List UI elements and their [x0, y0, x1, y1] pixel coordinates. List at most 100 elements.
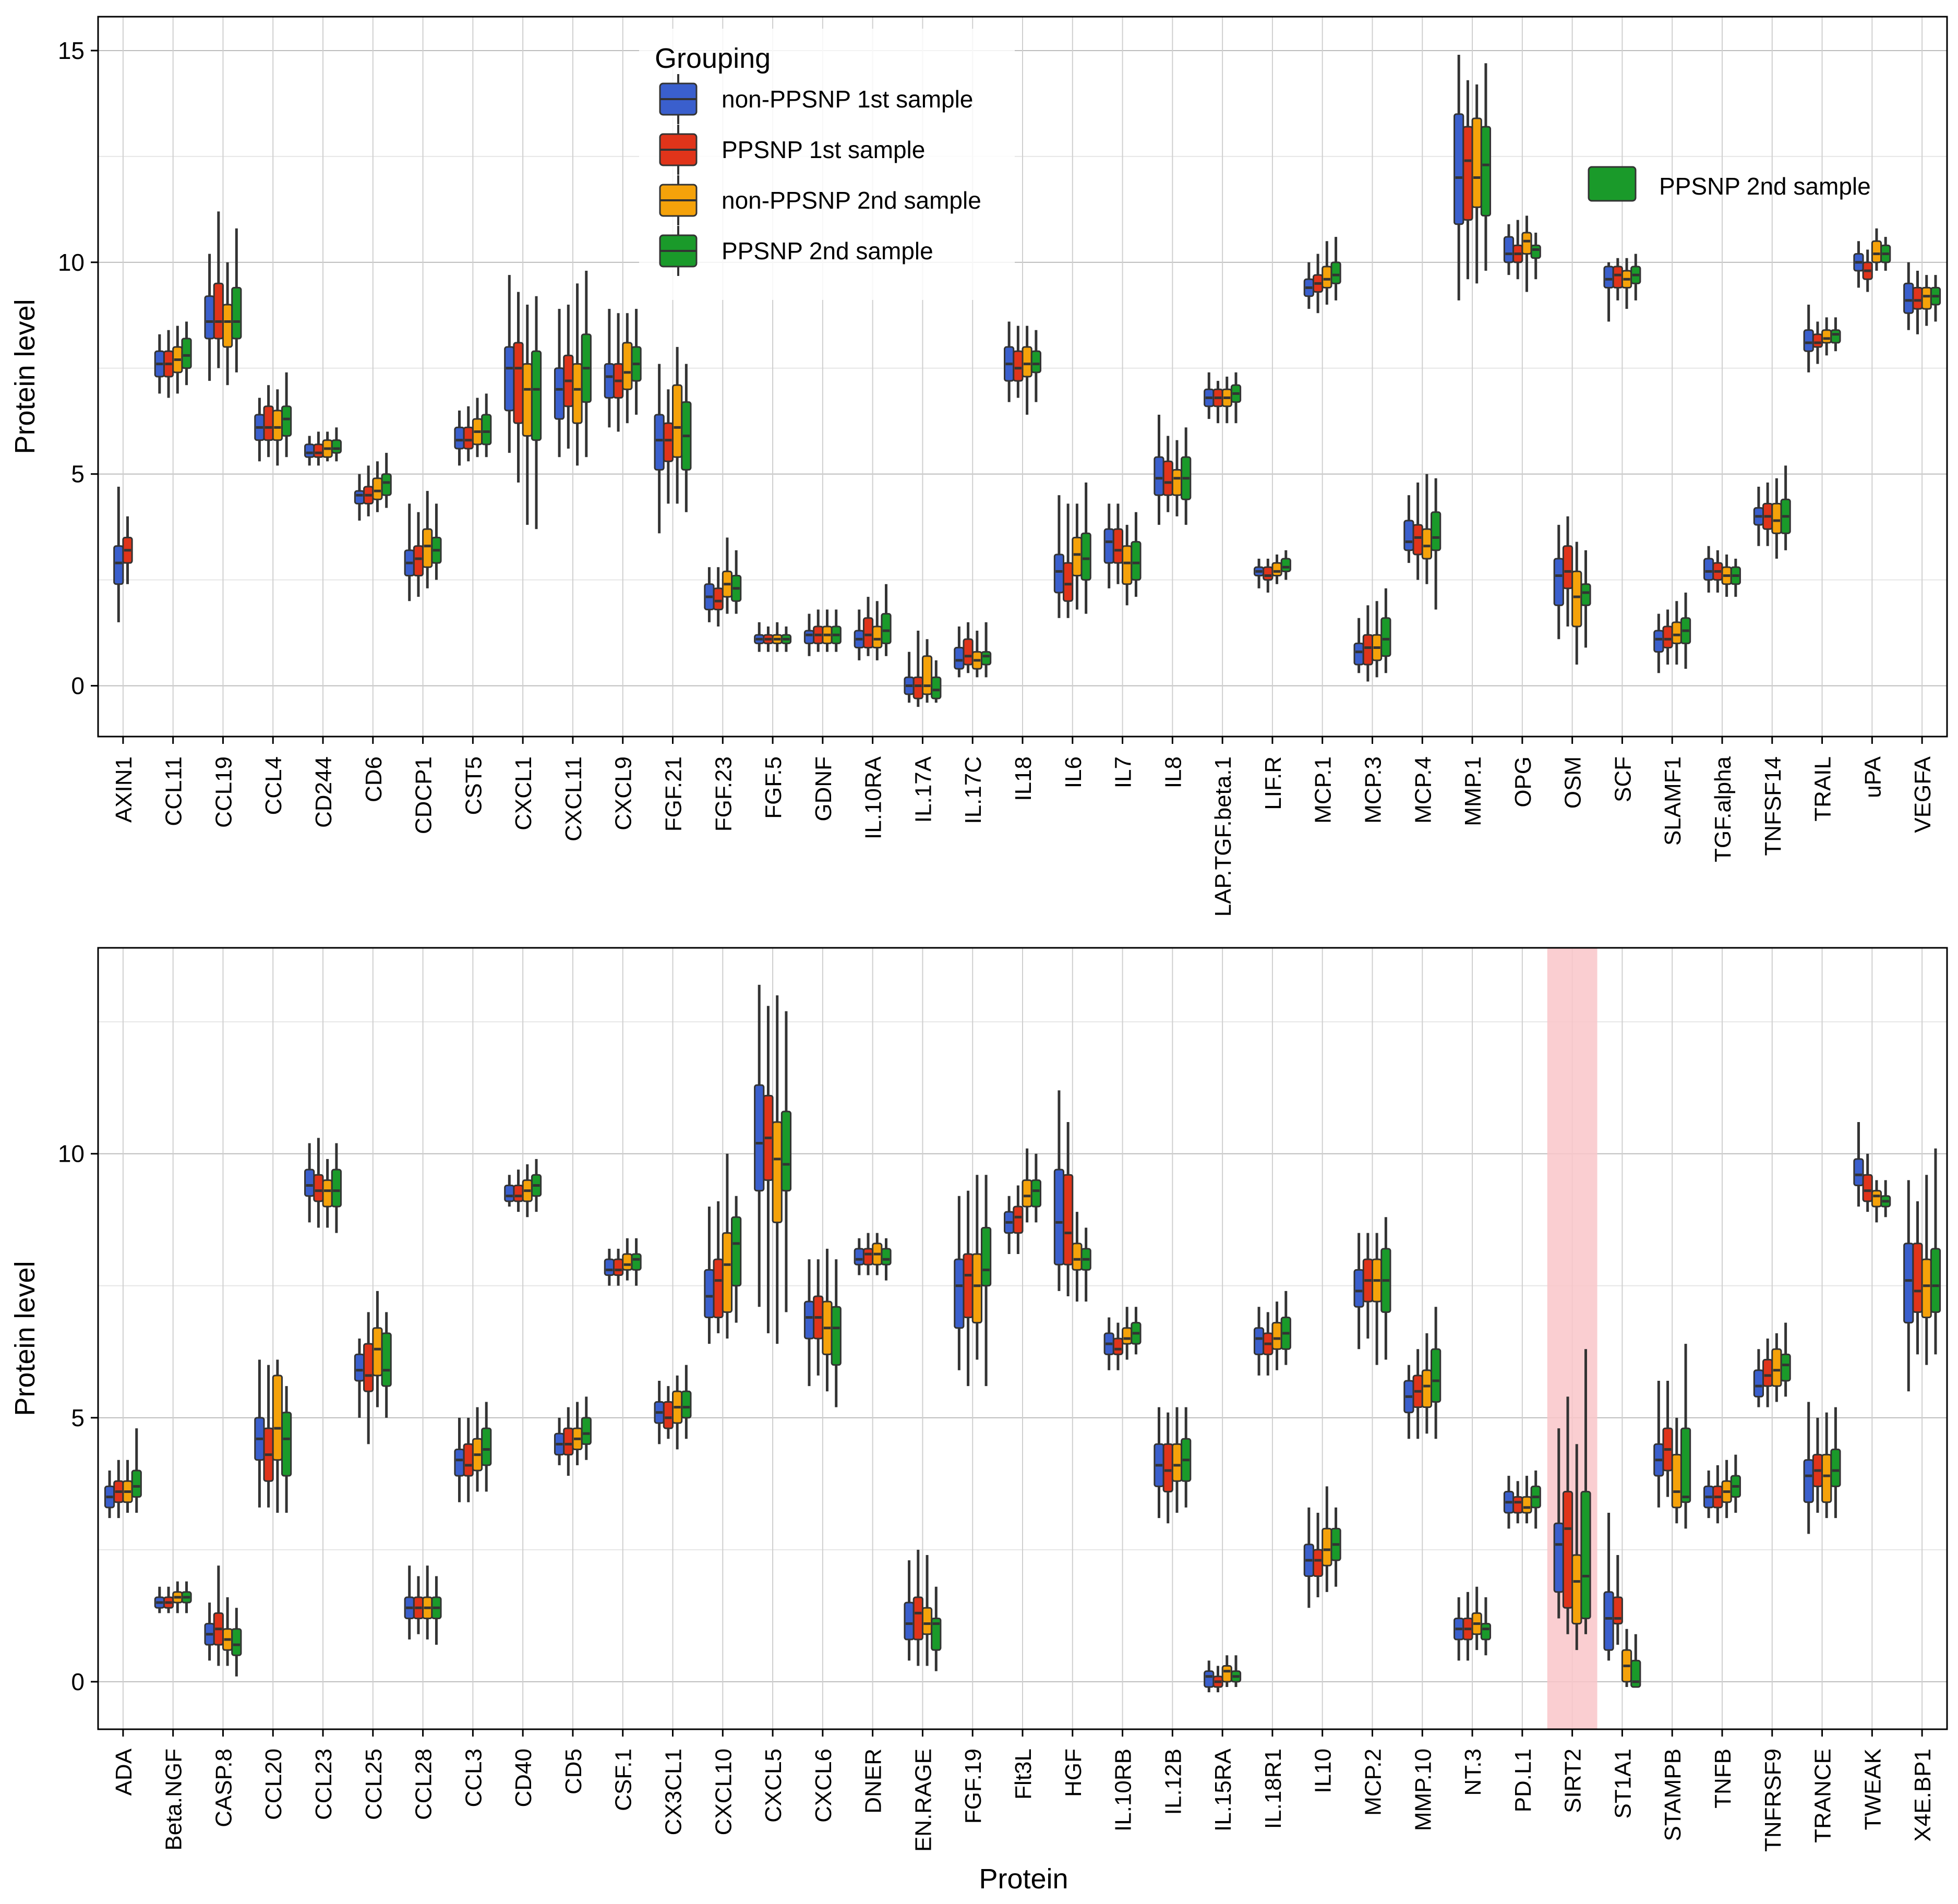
- box: [921, 1607, 933, 1635]
- box: [354, 1353, 365, 1382]
- box: [754, 1084, 765, 1192]
- box: [931, 1617, 942, 1651]
- extra-legend-label: PPSNP 2nd sample: [1659, 173, 1871, 200]
- x-tick-label: IL.12B: [1160, 1749, 1186, 1815]
- y-tick-label: 5: [71, 461, 85, 488]
- box: [1903, 282, 1914, 314]
- box: [604, 1258, 615, 1276]
- box: [1671, 1454, 1682, 1509]
- box: [1462, 126, 1473, 221]
- box: [1322, 266, 1332, 289]
- box: [1072, 1243, 1083, 1271]
- top-panel: 0 5 10 15 AXIN1 CCL11 CCL19 CCL4 CD244 CD6 CDCP1 C…: [9, 16, 1948, 917]
- x-tick-label: CXCL5: [761, 1749, 786, 1823]
- box: [904, 1601, 915, 1641]
- x-tick-label: CST5: [461, 756, 486, 815]
- x-tick-label: CXCL10: [711, 1749, 736, 1835]
- y-tick-label: 15: [58, 37, 85, 64]
- bottom-panel: 0 5 10 ADA Beta.NGF CASP.8 CCL20 CCL23 CCL25 CCL…: [9, 947, 1948, 1895]
- box: [322, 1179, 333, 1208]
- box: [722, 1232, 733, 1313]
- x-tick-label: CCL4: [261, 756, 286, 815]
- box: [463, 426, 474, 450]
- box: [231, 287, 242, 340]
- box: [113, 545, 124, 585]
- x-tick-label: CXCL6: [811, 1749, 836, 1823]
- box: [1412, 524, 1423, 556]
- box: [381, 1332, 392, 1387]
- box: [1421, 1369, 1433, 1408]
- x-tick-label: OPG: [1510, 756, 1536, 808]
- bottom-x-ticks: ADA Beta.NGF CASP.8 CCL20 CCL23 CCL25 CCL28 CCL…: [111, 1729, 1936, 1852]
- bottom-x-axis-label: Protein: [979, 1863, 1068, 1895]
- box: [481, 414, 492, 445]
- box: [504, 1184, 515, 1202]
- box: [1271, 562, 1282, 577]
- box: [1562, 545, 1573, 589]
- box: [1830, 329, 1841, 344]
- x-tick-label: SCF: [1610, 756, 1636, 802]
- box: [204, 295, 215, 340]
- box: [1821, 329, 1832, 344]
- box: [1612, 266, 1623, 289]
- box: [672, 384, 683, 458]
- y-tick-label: 10: [58, 1140, 85, 1167]
- x-tick-label: CXCL1: [511, 756, 536, 830]
- box: [513, 342, 524, 424]
- box: [1512, 1496, 1523, 1514]
- box: [1912, 287, 1923, 310]
- box: [1112, 1337, 1124, 1355]
- box: [263, 405, 274, 441]
- x-tick-label: MCP.1: [1311, 756, 1336, 824]
- box: [881, 1248, 892, 1266]
- x-tick-label: IL.10RB: [1111, 1749, 1136, 1831]
- box: [713, 587, 724, 610]
- box: [631, 1253, 642, 1271]
- box: [772, 1121, 783, 1223]
- x-tick-label: TGF.alpha: [1710, 756, 1736, 862]
- x-tick-label: FGF.23: [711, 756, 736, 832]
- box: [272, 1375, 283, 1461]
- box: [681, 1390, 692, 1419]
- box: [1080, 532, 1091, 581]
- box: [1221, 1665, 1232, 1683]
- top-boxes: [113, 55, 1941, 707]
- box: [1753, 1369, 1764, 1397]
- box: [1862, 1174, 1873, 1202]
- x-tick-label: TNFSF14: [1760, 756, 1786, 856]
- box: [1603, 1591, 1614, 1651]
- box: [581, 1417, 592, 1445]
- extra-legend-swatch: [1588, 166, 1637, 202]
- box: [872, 625, 883, 649]
- box: [1762, 1358, 1773, 1387]
- x-tick-label: CD40: [511, 1749, 536, 1807]
- box: [372, 1327, 383, 1377]
- x-tick-label: SIRT2: [1560, 1749, 1586, 1813]
- box: [803, 1300, 815, 1340]
- box: [1480, 126, 1492, 217]
- box: [912, 1596, 923, 1641]
- box: [313, 443, 324, 458]
- legend-entry-label: PPSNP 1st sample: [722, 136, 925, 163]
- box: [1013, 350, 1024, 382]
- box: [780, 1111, 792, 1192]
- box: [481, 1427, 492, 1466]
- box: [1530, 244, 1541, 259]
- y-tick-label: 10: [58, 249, 85, 276]
- box: [1162, 1443, 1173, 1493]
- box: [1030, 1179, 1041, 1208]
- legend-entry-label: non-PPSNP 1st sample: [722, 86, 973, 113]
- box: [1353, 1269, 1364, 1308]
- box: [1171, 1443, 1183, 1482]
- box: [1871, 1190, 1882, 1208]
- x-tick-label: MCP.4: [1410, 756, 1436, 824]
- box: [1521, 1496, 1532, 1514]
- box: [954, 647, 965, 670]
- box: [313, 1174, 324, 1202]
- x-tick-label: LIF.R: [1260, 756, 1286, 810]
- box: [363, 1343, 374, 1392]
- x-tick-label: CD244: [311, 756, 337, 828]
- x-tick-label: CCL11: [161, 756, 187, 826]
- box: [1131, 541, 1142, 581]
- box: [1063, 1174, 1074, 1266]
